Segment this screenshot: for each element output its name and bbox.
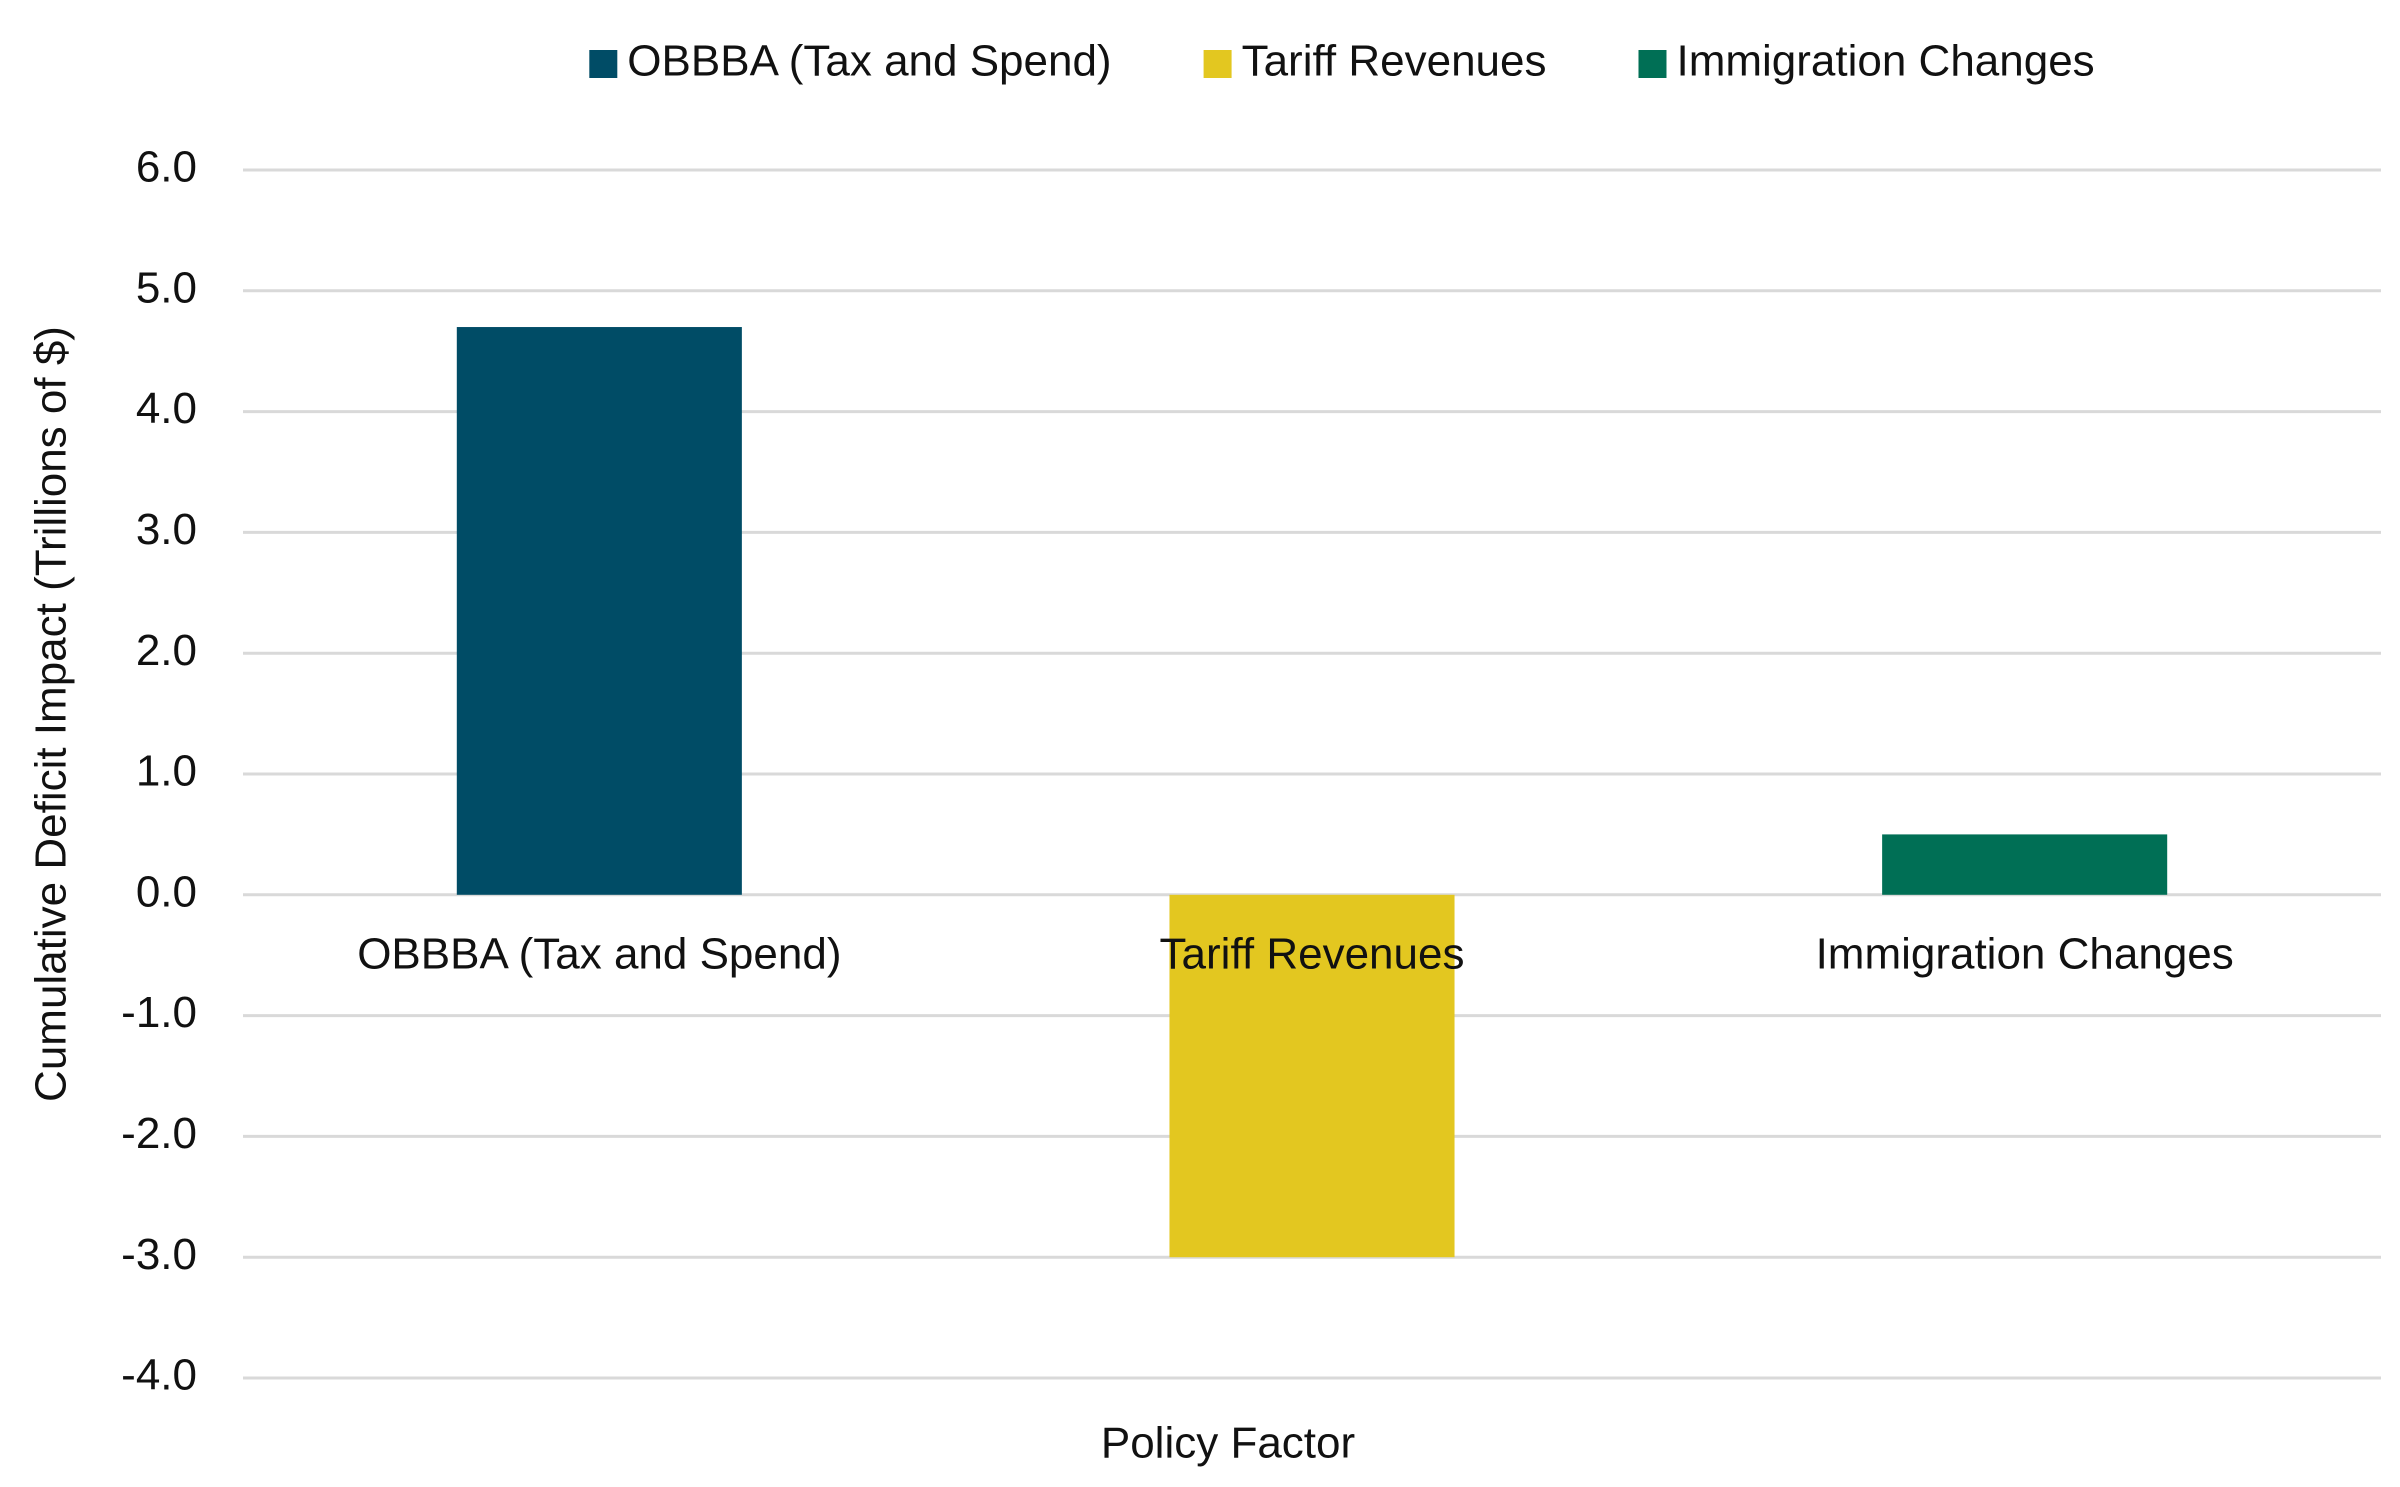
y-tick-label: 5.0 xyxy=(136,263,197,312)
legend: OBBBA (Tax and Spend) Tariff Revenues Immi… xyxy=(589,37,2095,86)
legend-label: Immigration Changes xyxy=(1676,37,2094,86)
x-tick-label: Immigration Changes xyxy=(1816,929,2234,978)
bar xyxy=(456,327,742,895)
y-tick-label: 2.0 xyxy=(136,626,197,675)
y-tick-label: 0.0 xyxy=(136,867,197,916)
y-tick-label: -4.0 xyxy=(121,1351,197,1400)
legend-item: Tariff Revenues xyxy=(1203,37,1547,86)
legend-swatch xyxy=(1638,50,1667,78)
legend-item: OBBBA (Tax and Spend) xyxy=(589,37,1112,86)
legend-label: Tariff Revenues xyxy=(1242,37,1547,86)
bar xyxy=(1882,834,2168,895)
y-tick-label: -3.0 xyxy=(121,1230,197,1279)
y-tick-label: -2.0 xyxy=(121,1109,197,1158)
y-tick-label: 3.0 xyxy=(136,505,197,554)
legend-swatch xyxy=(1203,50,1232,78)
legend-item: Immigration Changes xyxy=(1638,37,2095,86)
x-axis-title: Policy Factor xyxy=(1101,1419,1355,1468)
labels: -4.0 -3.0 -2.0 -1.0 0.0 1.0 2.0 3.0 4.0 5.0 6.0 OBB… xyxy=(121,143,2234,1400)
y-tick-label: 4.0 xyxy=(136,384,197,433)
x-tick-label: Tariff Revenues xyxy=(1160,929,1465,978)
bars xyxy=(456,327,2168,1258)
legend-label: OBBBA (Tax and Spend) xyxy=(627,37,1111,86)
y-tick-label: 1.0 xyxy=(136,747,197,796)
bar xyxy=(1169,894,1455,1258)
y-tick-label: 6.0 xyxy=(136,143,197,192)
y-axis-title: Cumulative Deficit Impact (Trillions of … xyxy=(27,326,76,1102)
legend-swatch xyxy=(589,50,618,78)
y-tick-label: -1.0 xyxy=(121,988,197,1037)
x-tick-label: OBBBA (Tax and Spend) xyxy=(357,929,841,978)
